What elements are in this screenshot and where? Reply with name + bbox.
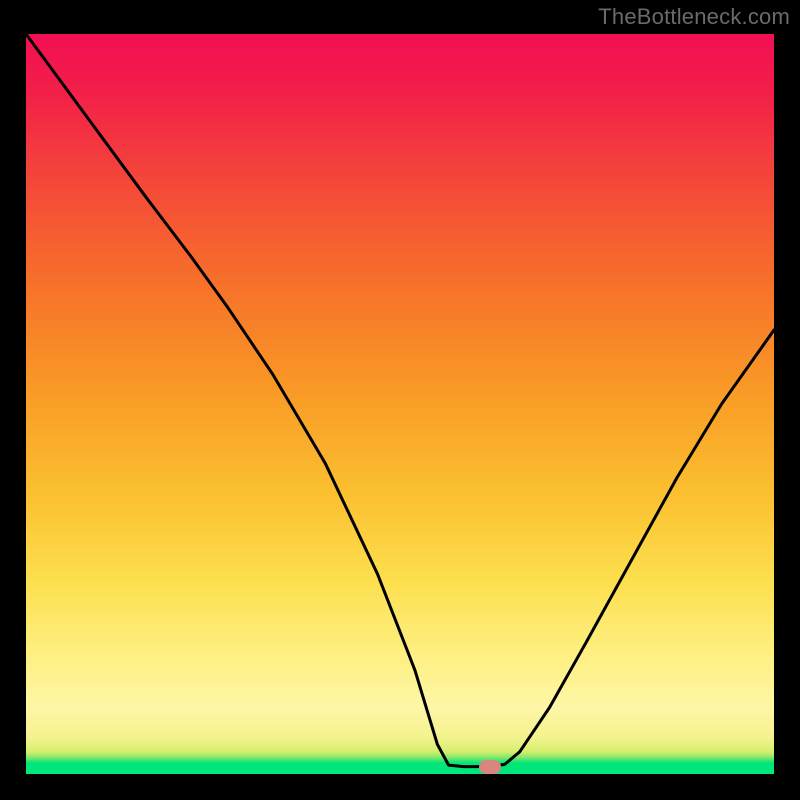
watermark-text: TheBottleneck.com — [598, 4, 790, 30]
optimal-point-marker — [479, 760, 501, 774]
bottleneck-curve — [26, 34, 774, 774]
curve-polyline — [26, 34, 774, 767]
chart-container: TheBottleneck.com — [0, 0, 800, 800]
plot-area — [26, 34, 774, 774]
